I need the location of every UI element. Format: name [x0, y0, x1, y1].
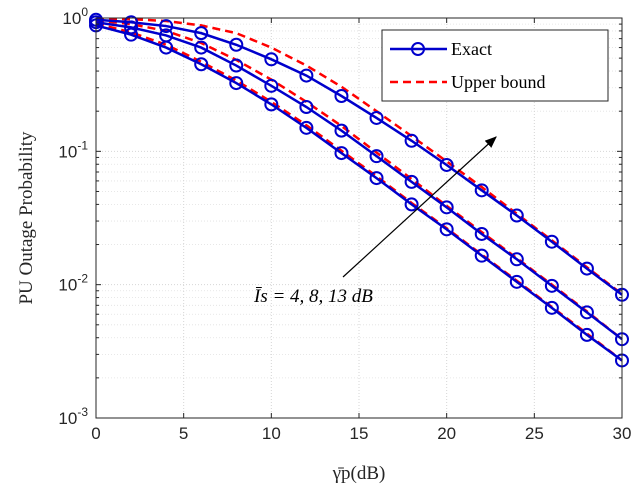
exact-marker [439, 157, 454, 172]
x-tick-label: 5 [179, 424, 188, 443]
exact-marker [194, 40, 209, 55]
annotation-label: Īs = 4, 8, 13 dB [253, 286, 373, 307]
exact-marker [334, 146, 349, 161]
exact-marker [264, 78, 279, 93]
exact-marker [579, 327, 594, 342]
exact-marker [299, 68, 314, 83]
y-tick-exponent: 0 [81, 5, 88, 19]
exact-marker [544, 300, 559, 315]
y-tick-label: 10-1 [58, 138, 88, 161]
y-tick-label: 10-3 [58, 405, 88, 428]
exact-marker [229, 37, 244, 52]
exact-line-2 [95, 20, 623, 341]
exact-marker [159, 19, 174, 34]
exact-marker [369, 149, 384, 164]
x-tick-label: 30 [613, 424, 632, 443]
exact-marker [404, 174, 419, 189]
legend-exact-marker [411, 42, 425, 56]
y-tick-label: 100 [62, 5, 88, 28]
exact-marker [404, 133, 419, 148]
exact-marker [334, 123, 349, 138]
x-tick-label: 25 [525, 424, 544, 443]
exact-marker [369, 171, 384, 186]
x-tick-labels: 0 5 10 15 20 25 30 [91, 424, 631, 443]
legend-box [381, 29, 609, 102]
y-tick-exponent: -2 [77, 272, 88, 286]
exact-marker [579, 305, 594, 320]
x-tick-label: 10 [262, 424, 281, 443]
exact-marker [194, 57, 209, 72]
exact-marker [509, 252, 524, 267]
y-axis-title: PU Outage Probability [16, 131, 37, 305]
exact-marker [334, 89, 349, 104]
exact-marker [264, 97, 279, 112]
exact-marker [264, 52, 279, 67]
y-tick-base: 10 [62, 9, 81, 28]
exact-marker [124, 15, 139, 30]
annotation-arrow [342, 136, 497, 278]
legend: Exact Upper bound [381, 29, 609, 102]
x-tick-label: 20 [437, 424, 456, 443]
axis-ticks [95, 17, 623, 419]
y-tick-base: 10 [58, 142, 77, 161]
exact-marker [544, 234, 559, 249]
x-axis-title: γ̄p(dB) [332, 463, 386, 484]
exact-marker [474, 248, 489, 263]
y-tick-exponent: -1 [77, 138, 88, 152]
legend-upper-label: Upper bound [451, 72, 545, 92]
exact-marker [159, 28, 174, 43]
exact-marker [299, 100, 314, 115]
upper-bound-line-1 [95, 22, 623, 362]
exact-line-3 [95, 18, 623, 296]
exact-marker [229, 58, 244, 73]
exact-marker [194, 26, 209, 41]
exact-marker [474, 226, 489, 241]
exact-marker [439, 222, 454, 237]
exact-marker [474, 183, 489, 198]
exact-series [89, 12, 629, 368]
exact-marker [439, 200, 454, 215]
exact-marker [509, 208, 524, 223]
exact-marker [369, 110, 384, 125]
y-tick-exponent: -3 [77, 405, 88, 419]
exact-line-1 [95, 24, 623, 362]
exact-marker [229, 76, 244, 91]
y-tick-base: 10 [58, 409, 77, 428]
y-tick-base: 10 [58, 276, 77, 295]
legend-exact-label: Exact [451, 39, 492, 59]
exact-marker [579, 261, 594, 276]
y-tick-label: 10-2 [58, 272, 88, 295]
x-tick-label: 0 [91, 424, 100, 443]
x-tick-label: 15 [350, 424, 369, 443]
exact-marker [404, 197, 419, 212]
exact-marker [299, 120, 314, 135]
exact-marker [544, 278, 559, 293]
exact-marker [509, 274, 524, 289]
